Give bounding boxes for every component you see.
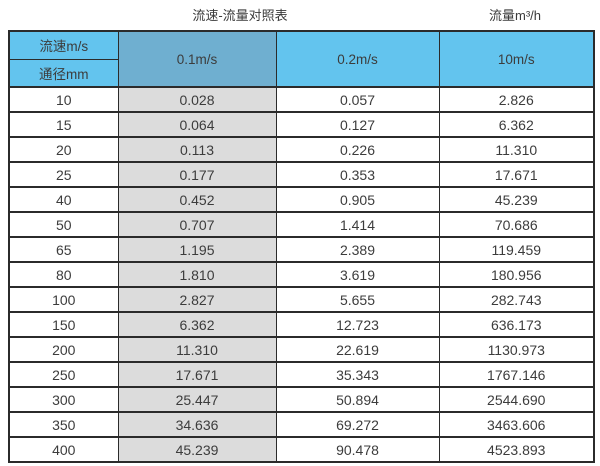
flow-value-cell: 180.956 [438, 261, 595, 288]
header-diameter: 通径mm [8, 58, 119, 88]
header-flow-velocity: 流速m/s [8, 30, 119, 60]
flow-value-cell: 2.827 [117, 286, 277, 313]
flow-value-cell: 17.671 [438, 161, 595, 188]
flow-value-cell: 636.173 [438, 311, 595, 338]
diameter-cell: 15 [8, 111, 119, 138]
table-row: 65 1.195 2.389 119.459 [8, 236, 595, 263]
table-row: 10 0.028 0.057 2.826 [8, 86, 595, 113]
flow-value-cell: 11.310 [438, 136, 595, 163]
flow-value-cell: 4523.893 [438, 436, 595, 463]
flow-value-cell: 1.810 [117, 261, 277, 288]
header-speed-10: 10m/s [438, 30, 595, 88]
table-row: 40 0.452 0.905 45.239 [8, 186, 595, 213]
diameter-cell: 40 [8, 186, 119, 213]
flow-value-cell: 282.743 [438, 286, 595, 313]
table-row: 400 45.239 90.478 4523.893 [8, 436, 595, 463]
flow-value-cell: 0.113 [117, 136, 277, 163]
flow-value-cell: 6.362 [438, 111, 595, 138]
flow-value-cell: 2544.690 [438, 386, 595, 413]
diameter-cell: 200 [8, 336, 119, 363]
flow-value-cell: 2.826 [438, 86, 595, 113]
table-row: 350 34.636 69.272 3463.606 [8, 411, 595, 438]
flow-value-cell: 45.239 [117, 436, 277, 463]
flow-value-cell: 6.362 [117, 311, 277, 338]
table-row: 50 0.707 1.414 70.686 [8, 211, 595, 238]
flow-value-cell: 0.127 [275, 111, 440, 138]
flow-value-cell: 12.723 [275, 311, 440, 338]
diameter-cell: 150 [8, 311, 119, 338]
flow-value-cell: 0.452 [117, 186, 277, 213]
diameter-cell: 50 [8, 211, 119, 238]
flow-value-cell: 2.389 [275, 236, 440, 263]
flow-rate-table: 流速m/s 0.1m/s 0.2m/s 10m/s 通径mm 10 0.028 0.… [8, 30, 595, 463]
flow-value-cell: 0.177 [117, 161, 277, 188]
flow-value-cell: 1.195 [117, 236, 277, 263]
flow-value-cell: 34.636 [117, 411, 277, 438]
diameter-cell: 400 [8, 436, 119, 463]
table-body: 10 0.028 0.057 2.826 15 0.064 0.127 6.362 20 0.11… [8, 86, 595, 463]
flow-value-cell: 69.272 [275, 411, 440, 438]
diameter-cell: 10 [8, 86, 119, 113]
flow-value-cell: 11.310 [117, 336, 277, 363]
flow-unit-label: 流量m³/h [488, 8, 541, 23]
table-row: 200 11.310 22.619 1130.973 [8, 336, 595, 363]
diameter-cell: 250 [8, 361, 119, 388]
table-row: 150 6.362 12.723 636.173 [8, 311, 595, 338]
flow-value-cell: 0.905 [275, 186, 440, 213]
header-speed-0-2: 0.2m/s [275, 30, 440, 88]
diameter-cell: 25 [8, 161, 119, 188]
flow-value-cell: 90.478 [275, 436, 440, 463]
flow-value-cell: 35.343 [275, 361, 440, 388]
flow-value-cell: 0.064 [117, 111, 277, 138]
flow-value-cell: 0.353 [275, 161, 440, 188]
table-row: 100 2.827 5.655 282.743 [8, 286, 595, 313]
flow-value-cell: 0.707 [117, 211, 277, 238]
diameter-cell: 350 [8, 411, 119, 438]
flow-value-cell: 5.655 [275, 286, 440, 313]
diameter-cell: 20 [8, 136, 119, 163]
flow-value-cell: 3463.606 [438, 411, 595, 438]
flow-value-cell: 1130.973 [438, 336, 595, 363]
flow-value-cell: 0.226 [275, 136, 440, 163]
flow-value-cell: 50.894 [275, 386, 440, 413]
flow-value-cell: 70.686 [438, 211, 595, 238]
diameter-cell: 65 [8, 236, 119, 263]
diameter-cell: 80 [8, 261, 119, 288]
flow-value-cell: 0.028 [117, 86, 277, 113]
table-row: 25 0.177 0.353 17.671 [8, 161, 595, 188]
flow-value-cell: 3.619 [275, 261, 440, 288]
flow-value-cell: 0.057 [275, 86, 440, 113]
flow-value-cell: 25.447 [117, 386, 277, 413]
flow-value-cell: 1.414 [275, 211, 440, 238]
diameter-cell: 100 [8, 286, 119, 313]
table-row: 15 0.064 0.127 6.362 [8, 111, 595, 138]
header-speed-0-1: 0.1m/s [117, 30, 277, 88]
flow-value-cell: 119.459 [438, 236, 595, 263]
table-row: 250 17.671 35.343 1767.146 [8, 361, 595, 388]
flow-value-cell: 45.239 [438, 186, 595, 213]
diameter-cell: 300 [8, 386, 119, 413]
table-row: 300 25.447 50.894 2544.690 [8, 386, 595, 413]
table-row: 20 0.113 0.226 11.310 [8, 136, 595, 163]
table-title: 流速-流量对照表 [192, 8, 288, 23]
flow-value-cell: 22.619 [275, 336, 440, 363]
flow-value-cell: 17.671 [117, 361, 277, 388]
table-header: 流速m/s 0.1m/s 0.2m/s 10m/s 通径mm [8, 30, 595, 88]
flow-value-cell: 1767.146 [438, 361, 595, 388]
table-row: 80 1.810 3.619 180.956 [8, 261, 595, 288]
